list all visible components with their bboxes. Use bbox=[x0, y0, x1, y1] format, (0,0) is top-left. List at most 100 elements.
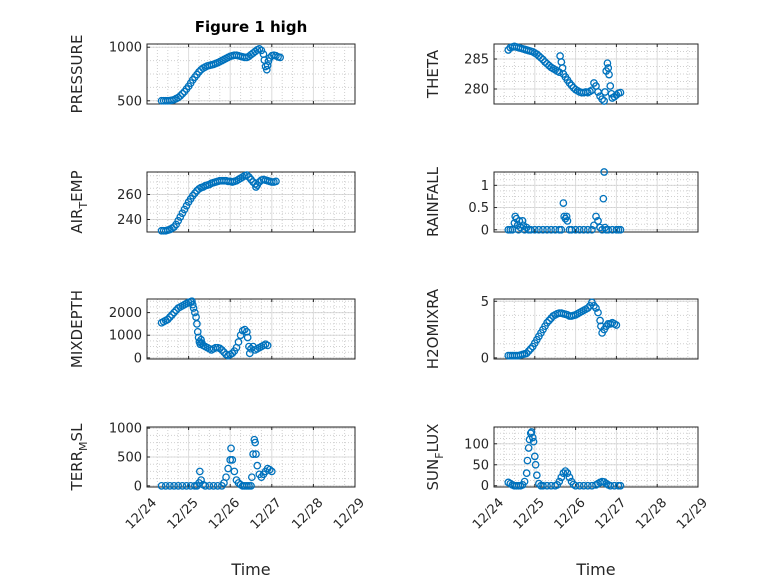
y-tick-label: 0.5 bbox=[468, 201, 489, 216]
data-point bbox=[178, 89, 187, 98]
data-point bbox=[524, 444, 533, 452]
data-point bbox=[571, 481, 580, 490]
y-tick-label: 1000 bbox=[109, 329, 142, 344]
data-point bbox=[251, 438, 260, 447]
data-point bbox=[170, 308, 178, 317]
y-tick-label: 260 bbox=[117, 188, 142, 203]
y-tick-label: 280 bbox=[464, 83, 489, 98]
y-tick-label: 2000 bbox=[109, 306, 142, 321]
data-point bbox=[596, 316, 604, 325]
data-point bbox=[579, 225, 588, 234]
data-point bbox=[170, 481, 178, 490]
axes-frame bbox=[146, 171, 356, 233]
data-point bbox=[178, 481, 187, 490]
data-point bbox=[255, 44, 264, 53]
data-point bbox=[600, 97, 609, 105]
data-point bbox=[161, 481, 170, 490]
data-point bbox=[189, 304, 198, 312]
data-point bbox=[594, 308, 602, 317]
data-point bbox=[180, 205, 189, 214]
data-point bbox=[567, 225, 576, 234]
y-tick-label: 0 bbox=[481, 479, 489, 494]
data-point bbox=[612, 91, 621, 99]
data-point bbox=[575, 225, 584, 234]
y-axis-label: SUNFLUX bbox=[424, 424, 446, 491]
data-point bbox=[575, 481, 584, 490]
axes-frame bbox=[493, 171, 699, 233]
data-point bbox=[612, 321, 621, 329]
data-point bbox=[583, 225, 592, 234]
data-point bbox=[178, 209, 187, 218]
data-point bbox=[616, 225, 625, 234]
data-point bbox=[530, 225, 539, 234]
data-point bbox=[523, 456, 532, 465]
y-tick-label: 1000 bbox=[109, 422, 142, 437]
data-point bbox=[579, 481, 588, 490]
data-point bbox=[193, 327, 202, 336]
data-point bbox=[588, 225, 596, 234]
data-point bbox=[265, 465, 274, 474]
data-point bbox=[176, 213, 185, 221]
data-point bbox=[213, 481, 222, 490]
data-point bbox=[583, 481, 592, 490]
data-point bbox=[535, 225, 543, 234]
data-point bbox=[253, 461, 262, 470]
y-axis-label: PRESSURE bbox=[68, 35, 86, 114]
data-point bbox=[276, 53, 284, 62]
data-point bbox=[606, 481, 615, 490]
data-point bbox=[545, 316, 553, 325]
data-point bbox=[262, 65, 271, 74]
x-tick-label: 12/28 bbox=[633, 495, 670, 532]
axes-frame bbox=[146, 43, 356, 105]
data-point bbox=[537, 53, 545, 62]
x-tick-label: 12/25 bbox=[165, 495, 202, 532]
data-point bbox=[195, 467, 204, 476]
data-point bbox=[606, 82, 615, 90]
data-point bbox=[518, 217, 527, 225]
data-point bbox=[563, 217, 572, 225]
data-point bbox=[526, 344, 535, 353]
data-point bbox=[230, 467, 239, 476]
data-point bbox=[201, 481, 210, 490]
y-tick-label: 1000 bbox=[109, 41, 142, 56]
data-point bbox=[247, 481, 255, 490]
axes-frame bbox=[493, 298, 699, 360]
data-point bbox=[215, 344, 224, 353]
data-point bbox=[547, 225, 555, 234]
data-point bbox=[600, 168, 609, 176]
subplot-sun: 0 50 100 SUNFLUX 12/24 12/25 12/26 12/27 12/28 12… bbox=[424, 424, 711, 579]
y-tick-label: 500 bbox=[117, 451, 142, 466]
data-point bbox=[565, 473, 574, 482]
y-axis-label: AIRTEMP bbox=[68, 170, 90, 233]
y-tick-label: 0 bbox=[481, 351, 489, 366]
data-point bbox=[242, 327, 251, 336]
data-point bbox=[599, 194, 608, 203]
x-tick-label: 12/27 bbox=[592, 495, 629, 532]
data-point bbox=[563, 469, 572, 478]
data-point bbox=[172, 220, 180, 229]
data-point bbox=[168, 310, 176, 319]
data-point bbox=[174, 93, 183, 102]
data-point bbox=[590, 301, 598, 310]
y-tick-label: 0 bbox=[134, 351, 142, 366]
data-point bbox=[605, 70, 613, 79]
data-point bbox=[193, 320, 201, 328]
data-point bbox=[604, 225, 613, 234]
y-tick-label: 100 bbox=[464, 437, 489, 452]
data-point bbox=[247, 473, 256, 482]
y-tick-label: 285 bbox=[464, 53, 489, 68]
data-point bbox=[188, 300, 197, 309]
subplot-h2omixra: 0 5 H2OMIXRA bbox=[424, 288, 699, 369]
axes-frame bbox=[493, 43, 699, 105]
subplot-air: 240 260 AIRTEMP bbox=[68, 170, 356, 235]
data-point bbox=[252, 450, 260, 458]
y-tick-label: 0 bbox=[481, 223, 489, 238]
subplot-rainfall: 0 0.5 1 RAINFALL bbox=[424, 166, 699, 238]
data-point bbox=[616, 88, 625, 97]
data-point bbox=[166, 481, 174, 490]
x-tick-label: 12/24 bbox=[123, 495, 160, 532]
data-point bbox=[176, 92, 185, 100]
data-point bbox=[528, 433, 537, 442]
data-point bbox=[182, 201, 191, 210]
